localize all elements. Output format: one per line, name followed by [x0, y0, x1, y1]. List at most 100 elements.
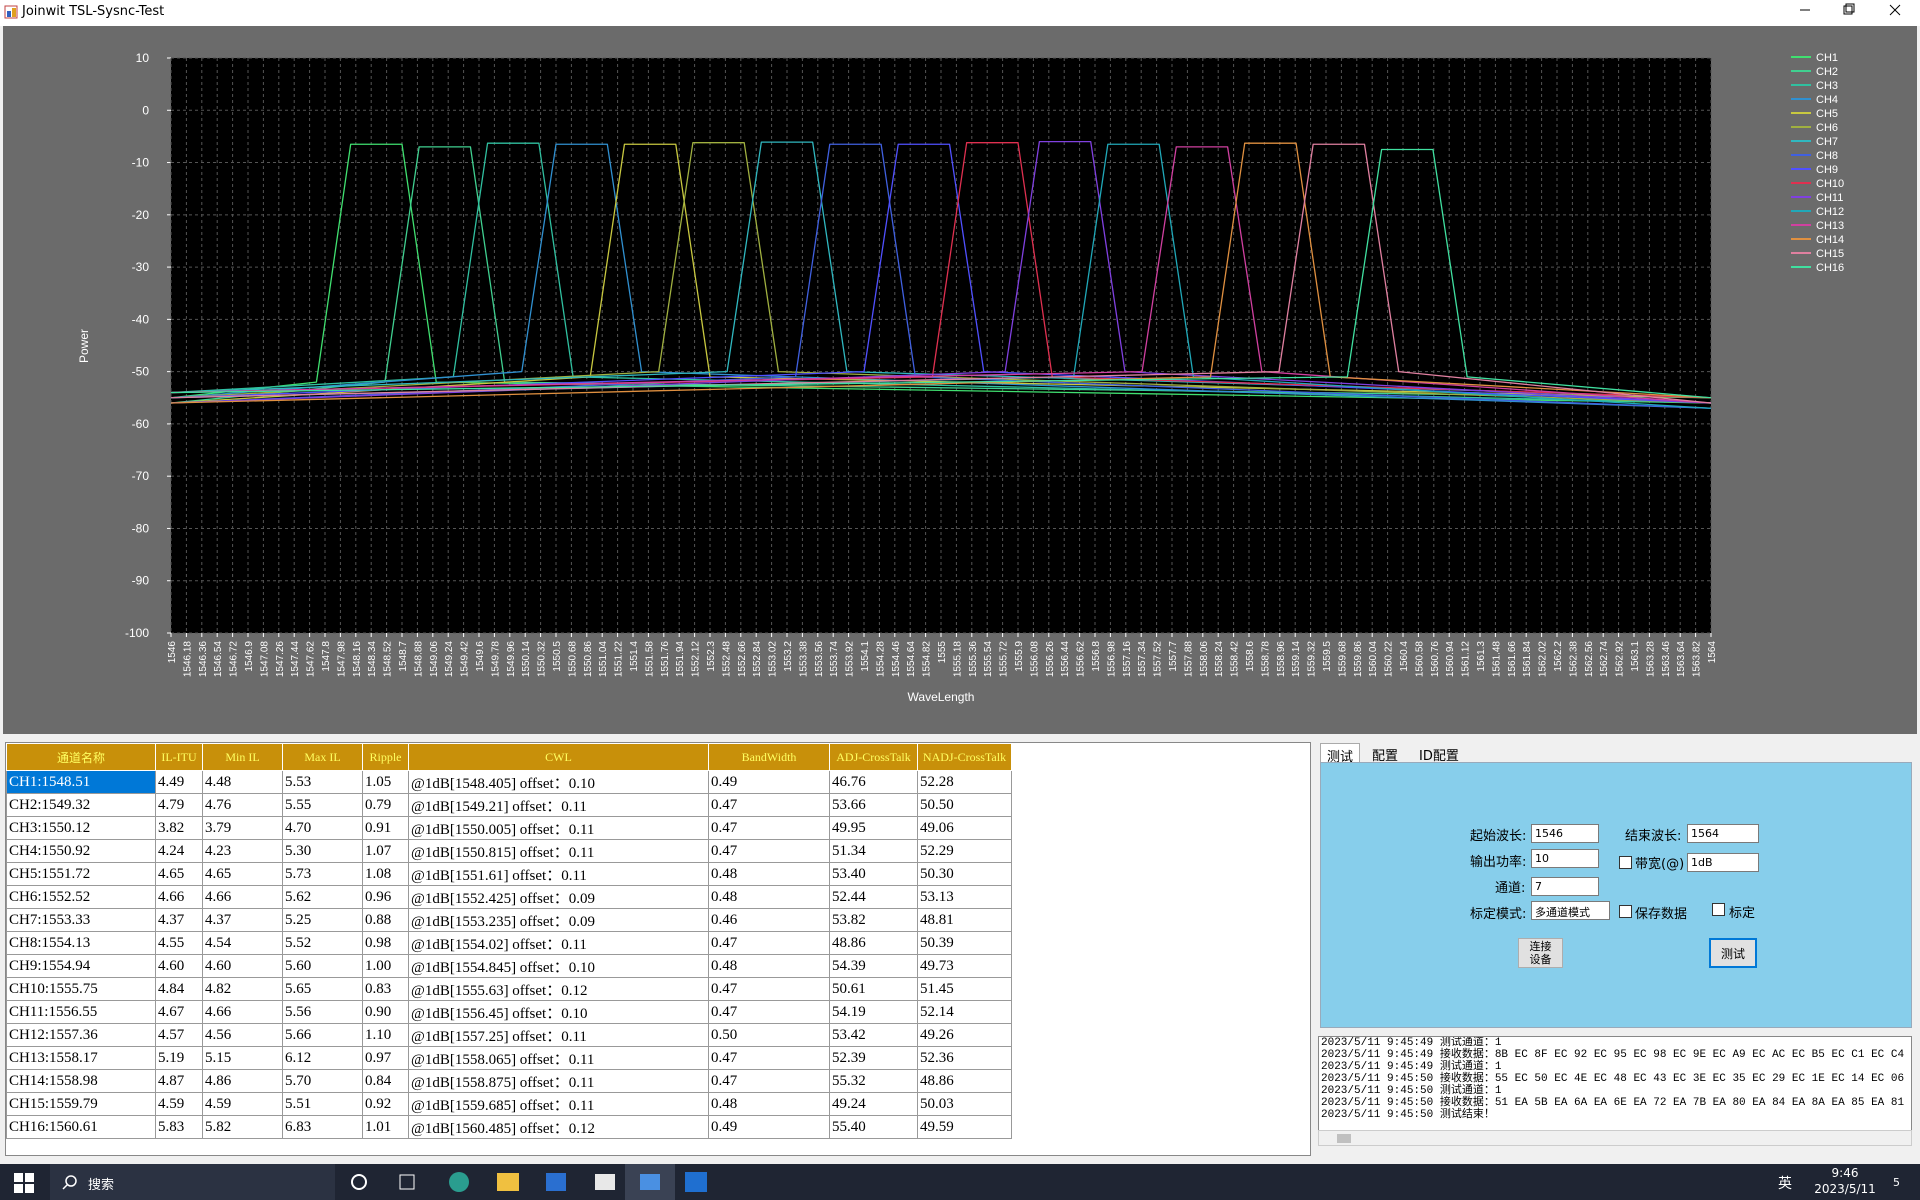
table-cell: 0.92	[362, 1092, 409, 1116]
table-cell: @1dB[1553.235] offset：0.09	[408, 908, 709, 932]
table-row[interactable]: CH3:1550.12 3.82 3.79 4.70 0.91 @1dB[1550.005…	[6, 816, 1012, 840]
table-cell: 5.19	[155, 1046, 203, 1070]
dropdown[interactable]: 多通道模式	[1531, 901, 1610, 920]
taskbar-apps[interactable]	[345, 1164, 725, 1200]
x-tick-label: 1554.82	[922, 641, 933, 678]
x-tick-label: 1553.38	[798, 641, 809, 678]
x-tick-label: 1556.8	[1091, 641, 1102, 672]
table-row[interactable]: CH2:1549.32 4.79 4.76 5.55 0.79 @1dB[1549.21]…	[6, 793, 1012, 817]
table-row[interactable]: CH5:1551.72 4.65 4.65 5.73 1.08 @1dB[1551.61]…	[6, 862, 1012, 886]
notification-count[interactable]: 5	[1893, 1176, 1900, 1189]
clock-time[interactable]: 9:46	[1831, 1166, 1859, 1180]
clock-date[interactable]: 2023/5/11	[1814, 1182, 1876, 1196]
table-cell: 4.60	[202, 954, 283, 978]
table-cell: 0.47	[708, 793, 830, 817]
table-cell: 4.57	[155, 1023, 203, 1047]
tab[interactable]: 配置	[1372, 749, 1399, 764]
x-tick-label: 1551.76	[660, 641, 671, 678]
table-cell: 1.08	[362, 862, 409, 886]
text-input[interactable]: 1546	[1531, 824, 1599, 843]
window-title: Joinwit TSL-Sysnc-Test	[22, 4, 165, 19]
table-cell: 3.79	[202, 816, 283, 840]
table-row[interactable]: CH1:1548.51 4.49 4.48 5.53 1.05 @1dB[1548.405…	[6, 770, 1012, 794]
x-axis-label: WaveLength	[908, 690, 975, 704]
table-cell: 4.59	[155, 1092, 203, 1116]
x-tick-label: 1556.44	[1060, 641, 1071, 678]
test-button[interactable]: 测试	[1709, 938, 1757, 968]
legend-label: CH4	[1816, 94, 1838, 106]
window-controls[interactable]	[1780, 0, 1920, 26]
connect-button[interactable]: 连接 设备	[1518, 938, 1563, 968]
search-box[interactable]: 搜索	[50, 1164, 335, 1200]
checkbox[interactable]	[1712, 903, 1725, 916]
table-row[interactable]: CH15:1559.79 4.59 4.59 5.51 0.92 @1dB[1559.68…	[6, 1092, 1012, 1116]
table-row[interactable]: CH12:1557.36 4.57 4.56 5.66 1.10 @1dB[1557.25…	[6, 1023, 1012, 1047]
table-cell: 52.36	[917, 1046, 1012, 1070]
table-row[interactable]: CH8:1554.13 4.55 4.54 5.52 0.98 @1dB[1554.02]…	[6, 931, 1012, 955]
table-row[interactable]: CH13:1558.17 5.19 5.15 6.12 0.97 @1dB[1558.06…	[6, 1046, 1012, 1070]
table-cell: @1dB[1555.63] offset：0.12	[408, 977, 709, 1001]
table-row[interactable]: CH10:1555.75 4.84 4.82 5.65 0.83 @1dB[1555.63…	[6, 977, 1012, 1001]
table-cell: 4.66	[202, 1000, 283, 1024]
table-cell: @1dB[1550.815] offset：0.11	[408, 839, 709, 863]
x-tick-label: 1554.1	[860, 641, 871, 672]
table-row[interactable]: CH6:1552.52 4.66 4.66 5.62 0.96 @1dB[1552.425…	[6, 885, 1012, 909]
table-row[interactable]: CH7:1553.33 4.37 4.37 5.25 0.88 @1dB[1553.235…	[6, 908, 1012, 932]
text-input[interactable]: 1564	[1687, 824, 1759, 843]
dropdown[interactable]: 1dB	[1687, 853, 1759, 872]
start-button[interactable]	[14, 1173, 34, 1193]
legend-label: CH1	[1816, 52, 1838, 64]
table-cell: 53.13	[917, 885, 1012, 909]
taskbar: 搜索 英 9:46 2023/5/11 5	[0, 1164, 1920, 1200]
checkbox[interactable]	[1619, 856, 1632, 869]
table-cell: 51.45	[917, 977, 1012, 1001]
tab[interactable]: ID配置	[1419, 749, 1459, 764]
table-cell: 4.60	[155, 954, 203, 978]
x-tick-label: 1562.74	[1599, 641, 1610, 678]
table-cell: CH9:1554.94	[6, 954, 156, 978]
x-tick-label: 1555.9	[1014, 641, 1025, 672]
table-cell: 4.56	[202, 1023, 283, 1047]
column-header: BandWidth	[708, 743, 830, 771]
checkbox[interactable]	[1619, 905, 1632, 918]
scrollbar[interactable]	[1318, 1130, 1912, 1146]
x-tick-label: 1553.2	[783, 641, 794, 672]
table-cell: 52.14	[917, 1000, 1012, 1024]
label: 输出功率:	[1470, 855, 1527, 870]
table-cell: 49.59	[917, 1115, 1012, 1139]
y-tick-label: -40	[132, 312, 150, 326]
x-tick-label: 1546.54	[213, 641, 224, 678]
table-row[interactable]: CH9:1554.94 4.60 4.60 5.60 1.00 @1dB[1554.845…	[6, 954, 1012, 978]
column-header: NADJ-CrossTalk	[917, 743, 1012, 771]
table-cell: 4.70	[282, 816, 363, 840]
table-row[interactable]: CH16:1560.61 5.83 5.82 6.83 1.01 @1dB[1560.48…	[6, 1115, 1012, 1139]
x-tick-label: 1559.14	[1291, 641, 1302, 678]
table-cell: 49.24	[829, 1092, 918, 1116]
table-cell: 4.86	[202, 1069, 283, 1093]
column-header: Ripple	[362, 743, 409, 771]
table-row[interactable]: CH4:1550.92 4.24 4.23 5.30 1.07 @1dB[1550.815…	[6, 839, 1012, 863]
x-tick-label: 1557.52	[1153, 641, 1164, 678]
table-row[interactable]: CH11:1556.55 4.67 4.66 5.56 0.90 @1dB[1556.45…	[6, 1000, 1012, 1024]
table-cell: 48.81	[917, 908, 1012, 932]
x-tick-label: 1546.72	[229, 641, 240, 678]
table-cell: 52.29	[917, 839, 1012, 863]
ime-indicator[interactable]: 英	[1778, 1176, 1792, 1192]
table-cell: 49.26	[917, 1023, 1012, 1047]
button-text: 设备	[1529, 953, 1552, 966]
x-tick-label: 1549.6	[475, 641, 486, 672]
x-tick-label: 1547.8	[321, 641, 332, 672]
log-line: 2023/5/11 9:45:50 接收数据：55 EC 50 EC 4E EC…	[1321, 1073, 1912, 1085]
table-cell: 0.98	[362, 931, 409, 955]
text-input[interactable]: 10	[1531, 849, 1599, 868]
table-cell: 0.96	[362, 885, 409, 909]
x-tick-label: 1560.4	[1399, 641, 1410, 672]
dropdown[interactable]: 7	[1531, 877, 1599, 896]
x-tick-label: 1549.78	[490, 641, 501, 678]
tab[interactable]: 测试	[1320, 743, 1361, 765]
table-cell: CH7:1553.33	[6, 908, 156, 932]
series-line	[170, 143, 1712, 404]
table-cell: 1.05	[362, 770, 409, 794]
legend-label: CH15	[1816, 248, 1844, 260]
table-row[interactable]: CH14:1558.98 4.87 4.86 5.70 0.84 @1dB[1558.87…	[6, 1069, 1012, 1093]
